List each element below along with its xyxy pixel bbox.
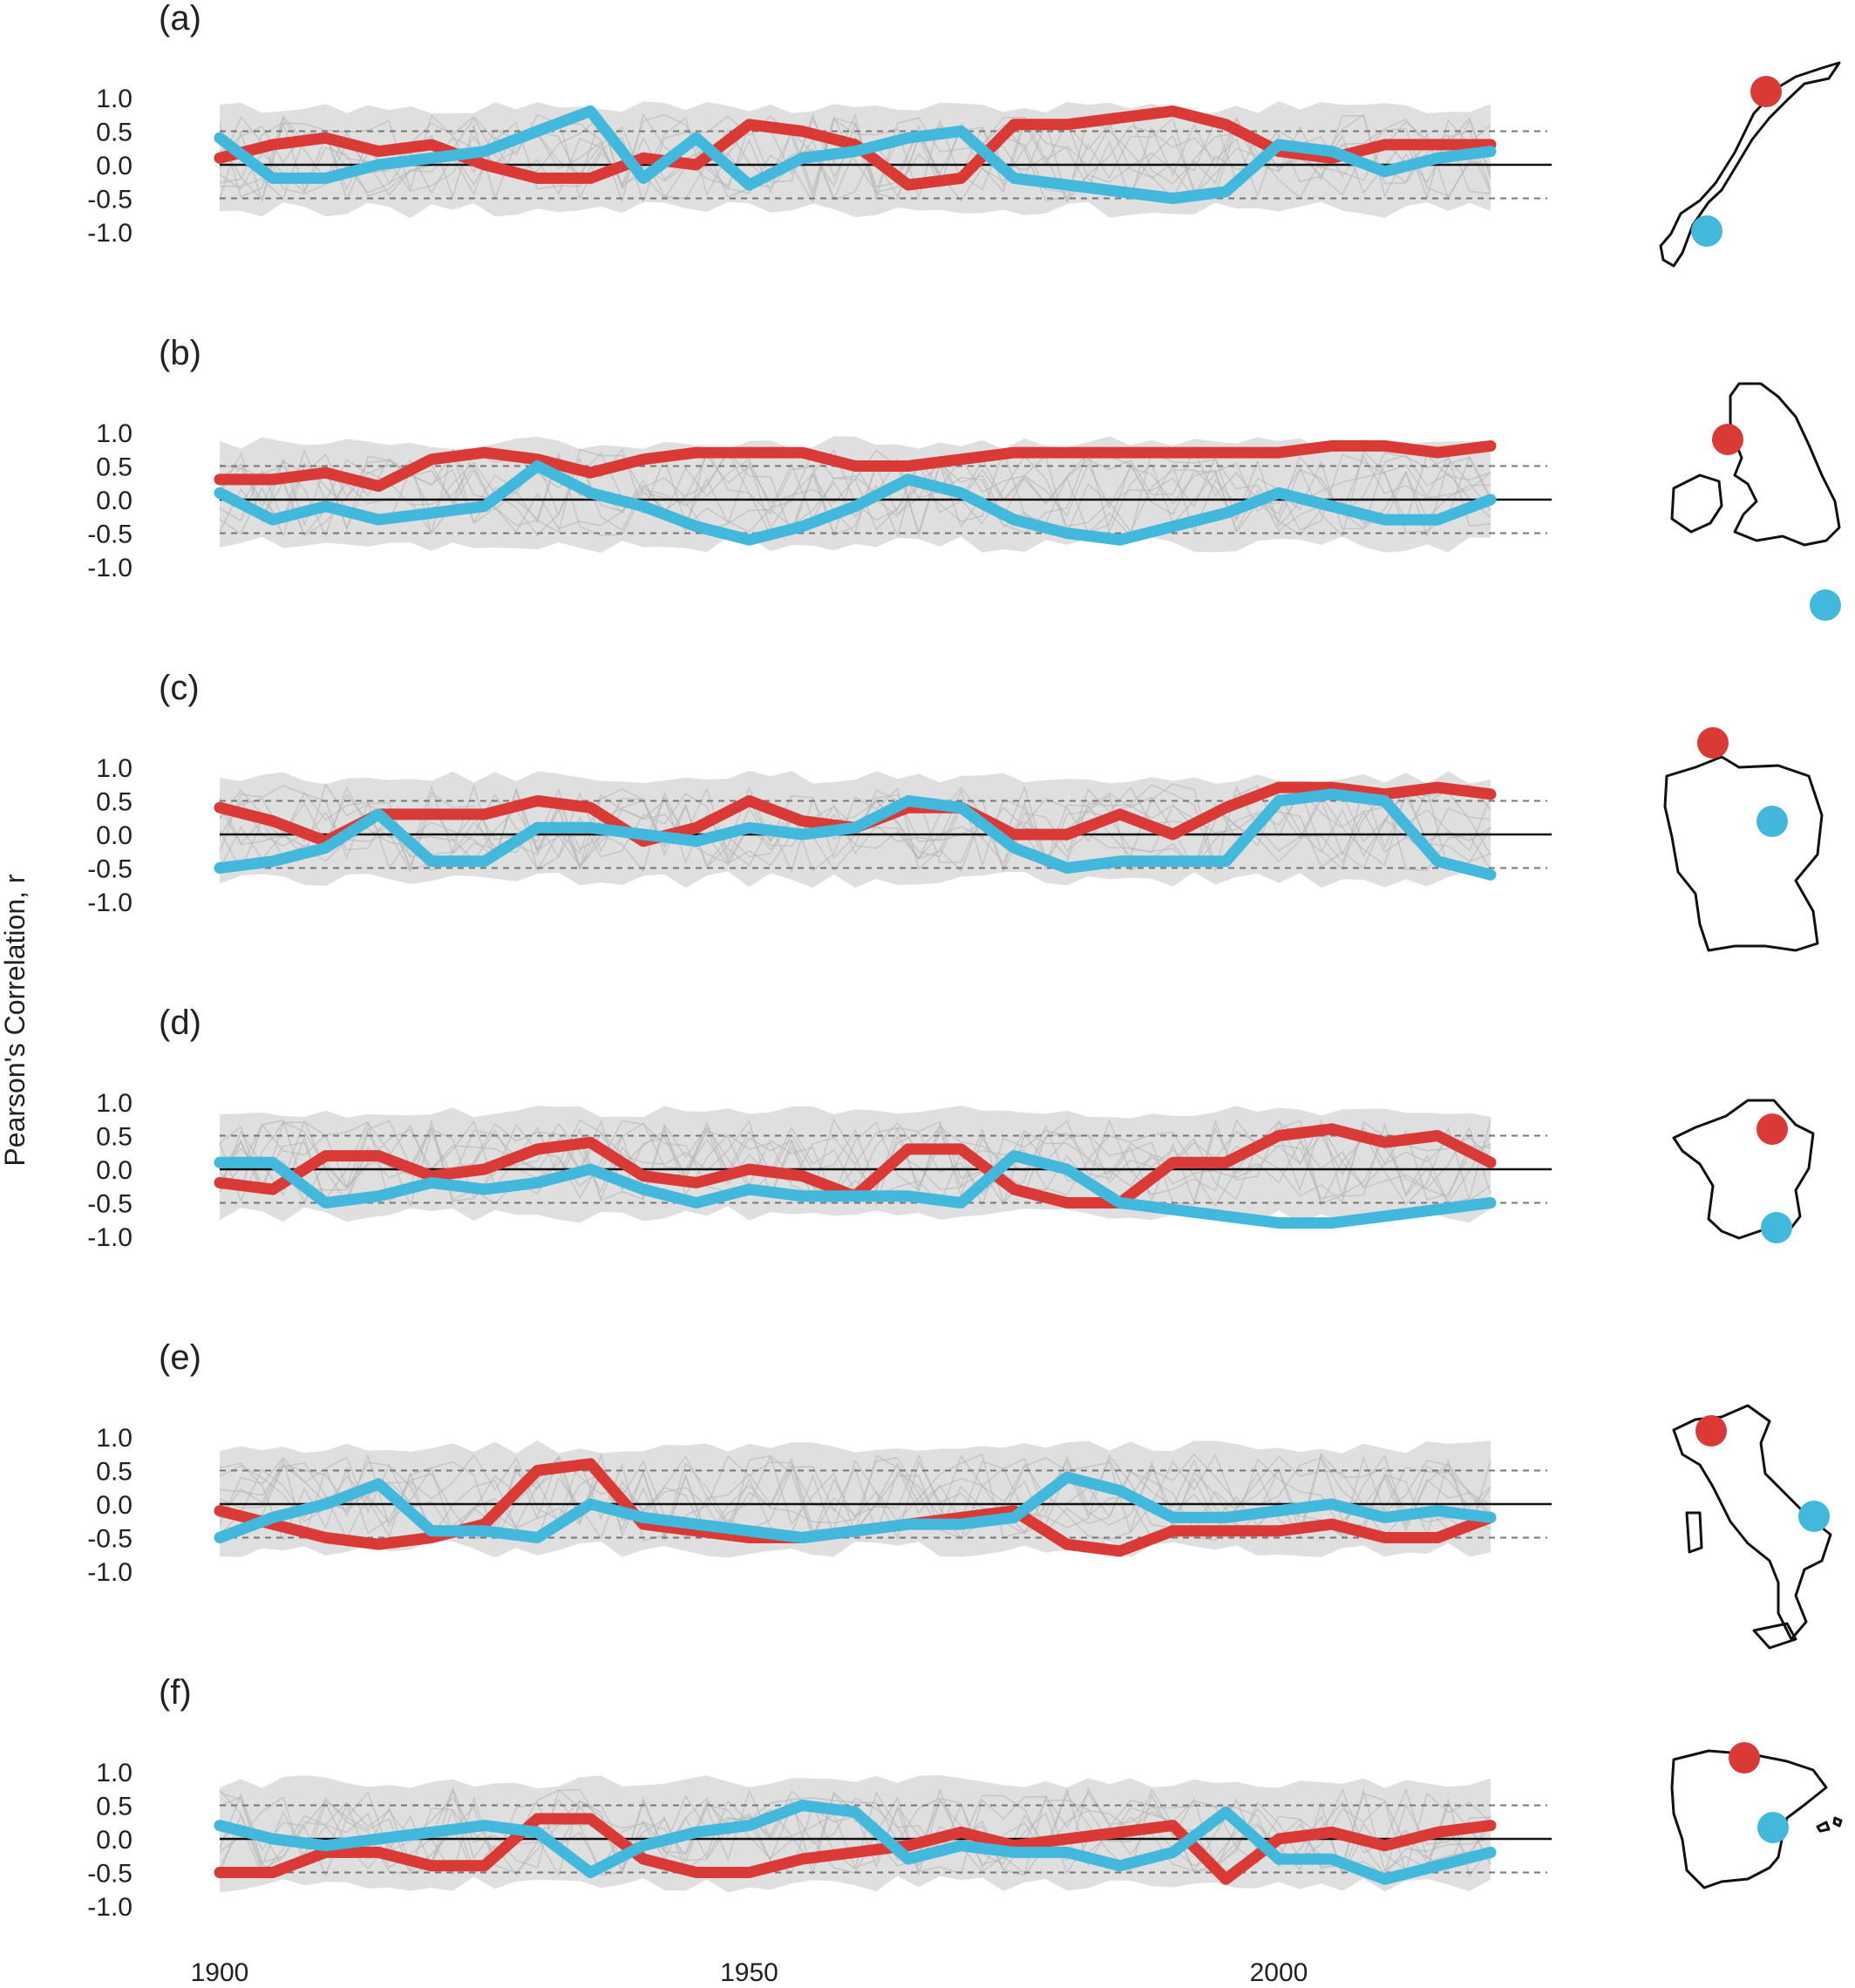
y-tick-label: 0.5 [96,1793,132,1821]
panel-letter: (a) [159,0,201,37]
red-site-marker [1750,76,1782,107]
ensemble-line [219,112,1491,201]
y-tick-label: 0.0 [96,1156,132,1185]
panel-e: 1.0 0.5 0.0 -0.5 -1.0 (e) [87,1338,1552,1587]
country-outline [1670,382,1841,547]
y-tick-label: -1.0 [87,219,132,248]
country-outline [1663,755,1824,952]
blue-site-marker [1691,215,1722,247]
blue-site-marker [1761,1212,1792,1243]
y-tick-label: -0.5 [87,855,132,884]
blue-series-line [214,1800,1497,1885]
blue-site-marker [1756,806,1788,837]
panel-letter: (d) [159,1004,201,1042]
italy-map-icon [1672,1404,1832,1650]
y-tick-label: 0.5 [96,788,132,817]
y-tick-label: 0.5 [96,1458,132,1487]
ensemble-line [219,784,1491,874]
y-tick-label: 0.0 [96,821,132,850]
panel-a: 1.0 0.5 0.0 -0.5 -1.0 (a) [87,0,1552,248]
uk-ireland-map-icon [1670,382,1841,621]
y-tick-label: 0.5 [96,453,132,482]
y-tick-label: -1.0 [87,1893,132,1922]
blue-series-line [214,460,1497,546]
germany-map-icon [1663,727,1824,952]
panel-d: 1.0 0.5 0.0 -0.5 -1.0 (d) [87,1004,1552,1252]
y-tick-label: 1.0 [96,419,132,448]
x-axis: 1900 1950 2000 [191,1958,1308,1987]
y-tick-label: -1.0 [87,1223,132,1252]
country-outline [1672,1099,1815,1240]
norway-map-icon [1659,61,1841,268]
red-site-marker [1756,1113,1788,1145]
y-tick-label: -1.0 [87,888,132,917]
y-tick-label: 0.0 [96,1826,132,1855]
x-tick-label: 1950 [720,1958,778,1987]
ensemble-line [219,784,1491,874]
panel-letter: (f) [159,1673,192,1712]
ensemble-line [219,1789,1491,1875]
blue-series-line [214,788,1497,881]
y-tick-label: 1.0 [96,1089,132,1118]
red-series-line [214,1813,1497,1885]
country-outline [1659,61,1841,268]
blue-series-line [214,105,1497,204]
country-outline [1670,1749,1843,1889]
ensemble-line [219,1454,1491,1538]
panel-f: 1.0 0.5 0.0 -0.5 -1.0 (f) [87,1673,1552,1922]
maps [1659,61,1843,1889]
x-tick-label: 2000 [1250,1958,1308,1987]
ensemble-line [219,1453,1491,1542]
y-tick-label: -0.5 [87,1860,132,1889]
y-tick-label: 1.0 [96,1759,132,1787]
ensemble-line [219,1120,1491,1208]
gray-background-bands [219,101,1491,1893]
y-tick-label: -0.5 [87,186,132,214]
y-tick-label: 0.5 [96,1123,132,1152]
y-tick-label: 0.0 [96,487,132,515]
panel-letter: (b) [159,334,201,372]
france-map-icon [1672,1099,1815,1243]
ensemble-line [219,787,1491,873]
red-series-line [214,439,1497,493]
y-tick-label: -0.5 [87,1525,132,1554]
red-site-marker [1729,1742,1760,1774]
panel-letter: (e) [159,1338,201,1377]
blue-site-marker [1757,1812,1789,1843]
y-tick-label: 1.0 [96,754,132,783]
red-site-marker [1695,1415,1727,1447]
panel-b: 1.0 0.5 0.0 -0.5 -1.0 (b) [87,334,1552,582]
blue-site-marker [1810,589,1841,621]
red-site-marker [1697,727,1729,759]
panel-c: 1.0 0.5 0.0 -0.5 -1.0 (c) [87,669,1552,917]
ensemble-line [219,115,1491,204]
red-site-marker [1712,424,1743,455]
y-axis-label: Pearson's Correlation, r [0,874,31,1166]
panels: 1.0 0.5 0.0 -0.5 -1.0 (a) 1.0 0.5 0.0 -0.5 -1.0 (b)… [87,0,1552,1922]
y-tick-label: -1.0 [87,554,132,582]
y-tick-label: 1.0 [96,1424,132,1453]
spain-map-icon [1670,1742,1843,1889]
y-tick-label: 0.5 [96,119,132,147]
panel-letter: (c) [159,669,200,707]
blue-site-marker [1798,1501,1830,1532]
y-tick-label: 1.0 [96,85,132,113]
y-tick-label: 0.0 [96,1491,132,1520]
country-outline [1672,1404,1832,1650]
y-tick-label: 0.0 [96,152,132,180]
y-tick-label: -1.0 [87,1558,132,1587]
y-tick-label: -0.5 [87,521,132,549]
x-tick-label: 1900 [191,1958,249,1987]
ensemble-line [219,116,1491,204]
blue-series-line [214,1150,1497,1229]
blue-series-line [214,1471,1497,1543]
y-tick-label: -0.5 [87,1190,132,1219]
